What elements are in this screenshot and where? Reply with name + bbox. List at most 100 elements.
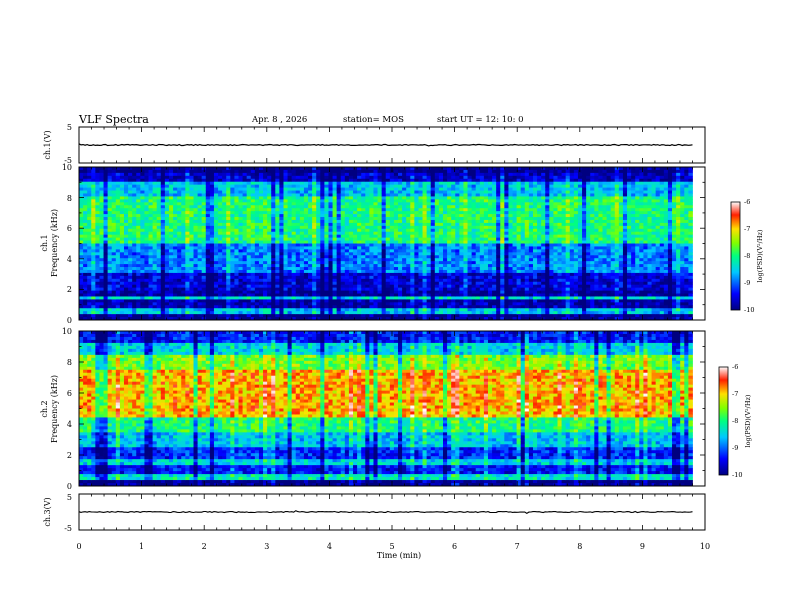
ch1-spec-cell xyxy=(104,267,108,270)
ch1-spec-cell xyxy=(83,211,87,214)
ch1-spec-cell xyxy=(333,214,337,217)
ch1-spec-cell xyxy=(369,191,373,194)
ch1-spec-cell xyxy=(406,249,410,252)
ch1-spec-cell xyxy=(308,196,312,199)
ch1-spec-cell xyxy=(140,244,144,247)
ch1-spec-cell xyxy=(353,223,357,226)
ch1-spec-cell xyxy=(271,241,275,244)
ch1-spec-cell xyxy=(406,193,410,196)
ch1-spec-cell xyxy=(116,193,120,196)
ch1-spec-cell xyxy=(214,238,218,241)
ch1-spec-cell xyxy=(95,214,99,217)
ch1-spec-cell xyxy=(234,308,238,311)
ch1-spec-cell xyxy=(255,305,259,308)
ch1-spec-cell xyxy=(214,261,218,264)
ch1-spec-cell xyxy=(296,273,300,276)
ch1-spec-cell xyxy=(120,167,124,170)
ch1-spec-cell xyxy=(316,264,320,267)
ch1-spec-cell xyxy=(194,244,198,247)
ch1-spec-cell xyxy=(251,241,255,244)
ch1-spec-cell xyxy=(136,176,140,179)
ch1-spec-cell xyxy=(226,261,230,264)
ch1-spec-cell xyxy=(116,173,120,176)
ch1-spec-cell xyxy=(198,311,202,314)
ch1-spec-cell xyxy=(169,314,173,317)
ch1-spec-cell xyxy=(304,191,308,194)
ch1-spec-cell xyxy=(198,238,202,241)
ch1-spec-cell xyxy=(406,311,410,314)
ch1-spec-cell xyxy=(251,205,255,208)
ch1-spec-cell xyxy=(87,249,91,252)
ch1-spec-cell xyxy=(267,261,271,264)
ch1-spec-cell xyxy=(239,176,243,179)
ch1-spec-cell xyxy=(373,296,377,299)
ch1-spec-cell xyxy=(234,173,238,176)
ch1-spec-cell xyxy=(153,285,157,288)
ch1-spec-cell xyxy=(394,267,398,270)
ch1-spec-cell xyxy=(390,179,394,182)
ch1-spec-cell xyxy=(369,291,373,294)
ch1-spec-cell xyxy=(288,226,292,229)
ch1-spec-cell xyxy=(218,226,222,229)
ch1-spec-cell xyxy=(185,202,189,205)
ch1-spec-cell xyxy=(99,255,103,258)
ch1-spec-cell xyxy=(83,205,87,208)
ch1-spec-cell xyxy=(185,176,189,179)
ch1-spec-cell xyxy=(153,217,157,220)
ch1-spec-cell xyxy=(169,267,173,270)
ch1-spec-cell xyxy=(337,282,341,285)
ch1-spec-cell xyxy=(116,246,120,249)
ch1-spec-cell xyxy=(165,267,169,270)
ch1-spec-cell xyxy=(386,235,390,238)
ch1-spec-cell xyxy=(226,308,230,311)
ch1-spec-cell xyxy=(361,285,365,288)
ch1-spec-cell xyxy=(378,188,382,191)
ch1-spec-cell xyxy=(87,258,91,261)
ch1-spec-cell xyxy=(198,249,202,252)
ch1-spec-cell xyxy=(251,191,255,194)
ch1-spec-cell xyxy=(202,279,206,282)
ch1-spec-cell xyxy=(382,276,386,279)
ch1-spec-cell xyxy=(271,205,275,208)
ch1-spec-cell xyxy=(144,294,148,297)
ch1-spec-cell xyxy=(128,264,132,267)
ch1-spec-cell xyxy=(263,255,267,258)
ch1-spec-cell xyxy=(234,217,238,220)
ch1-spec-cell xyxy=(378,232,382,235)
ch1-spec-cell xyxy=(279,264,283,267)
ch1-spec-cell xyxy=(406,238,410,241)
ch1-spec-cell xyxy=(247,238,251,241)
ch1-spec-cell xyxy=(275,182,279,185)
ch1-spec-cell xyxy=(247,314,251,317)
ch1-spec-cell xyxy=(177,179,181,182)
ch1-spec-cell xyxy=(153,308,157,311)
ch1-spec-cell xyxy=(128,232,132,235)
ch1-spec-cell xyxy=(99,235,103,238)
ch1-spec-cell xyxy=(279,276,283,279)
ch1-spec-cell xyxy=(247,276,251,279)
ch1-spec-cell xyxy=(255,241,259,244)
ch1-spec-cell xyxy=(353,238,357,241)
ch1-spec-cell xyxy=(149,246,153,249)
ch1-spec-cell xyxy=(369,182,373,185)
ch1-spec-cell xyxy=(312,252,316,255)
ch1-spec-cell xyxy=(79,261,83,264)
ch1-spec-cell xyxy=(357,273,361,276)
ch1-spec-cell xyxy=(185,211,189,214)
ch1-spec-cell xyxy=(128,176,132,179)
ch1-spec-cell xyxy=(328,208,332,211)
ch1-spec-cell xyxy=(202,249,206,252)
ch1-spec-cell xyxy=(259,244,263,247)
ch1-spec-cell xyxy=(255,179,259,182)
ch1-spec-cell xyxy=(153,205,157,208)
ch1-spec-cell xyxy=(177,173,181,176)
ch1-spec-cell xyxy=(112,205,116,208)
ch1-spec-cell xyxy=(206,205,210,208)
ch1-spec-cell xyxy=(218,220,222,223)
ch1-spec-cell xyxy=(120,285,124,288)
ch1-spec-cell xyxy=(144,173,148,176)
ch1-spec-cell xyxy=(263,229,267,232)
ch1-spec-cell xyxy=(300,276,304,279)
ch1-spec-cell xyxy=(324,223,328,226)
ch1-spec-cell xyxy=(390,232,394,235)
